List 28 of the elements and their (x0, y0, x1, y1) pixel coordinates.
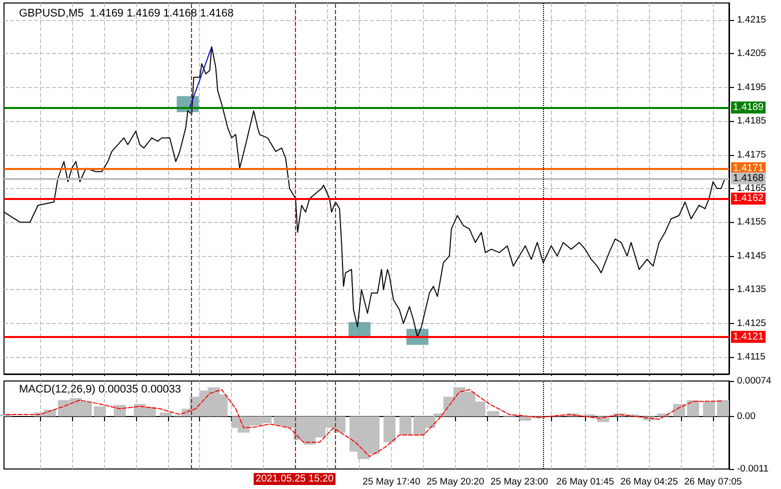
x-tick-label: 26 May 04:25 (620, 476, 678, 488)
y-tick-label: 1.4215 (737, 14, 766, 26)
ref-line-label: 2021.05.25 15:20 (256, 474, 334, 484)
y-tick-label: -0.0011 (737, 464, 769, 474)
y-tick-label: 1.4145 (737, 250, 766, 262)
y-tick-label: 1.4175 (737, 149, 766, 160)
ref-line-label: 1.4162 (733, 193, 764, 204)
ref-line-label: 1.4121 (733, 331, 764, 342)
ref-line-label: 1.4171 (733, 162, 764, 174)
y-tick-label: 1.4125 (737, 318, 766, 329)
y-tick-label: 1.4195 (737, 82, 766, 93)
y-tick-label: 1.4155 (737, 216, 766, 228)
y-tick-label: 1.4115 (737, 352, 766, 363)
ref-line-label: 1.4189 (733, 102, 764, 114)
y-tick-label: 1.4185 (737, 116, 766, 127)
y-tick-label: 0.00074 (737, 376, 772, 386)
y-tick-label: 0.00 (737, 410, 756, 422)
chart-title: MACD(12,26,9) 0.00035 0.00033 (19, 384, 182, 396)
ref-line-label: 1.4168 (733, 172, 764, 184)
y-tick-label: 1.4205 (737, 48, 766, 60)
x-tick-label: 25 May 17:40 (362, 476, 420, 488)
chart-title: GBPUSD,M5 1.4169 1.4169 1.4168 1.4168 (19, 8, 234, 20)
x-tick-label: 26 May 01:45 (556, 476, 614, 488)
x-tick-label: 25 May 20:20 (426, 476, 484, 488)
x-tick-label: 26 May 07:05 (684, 476, 742, 488)
y-tick-label: 1.4135 (737, 284, 766, 296)
x-tick-label: 25 May 23:00 (490, 476, 548, 488)
y-tick-label: 1.4165 (737, 183, 766, 194)
